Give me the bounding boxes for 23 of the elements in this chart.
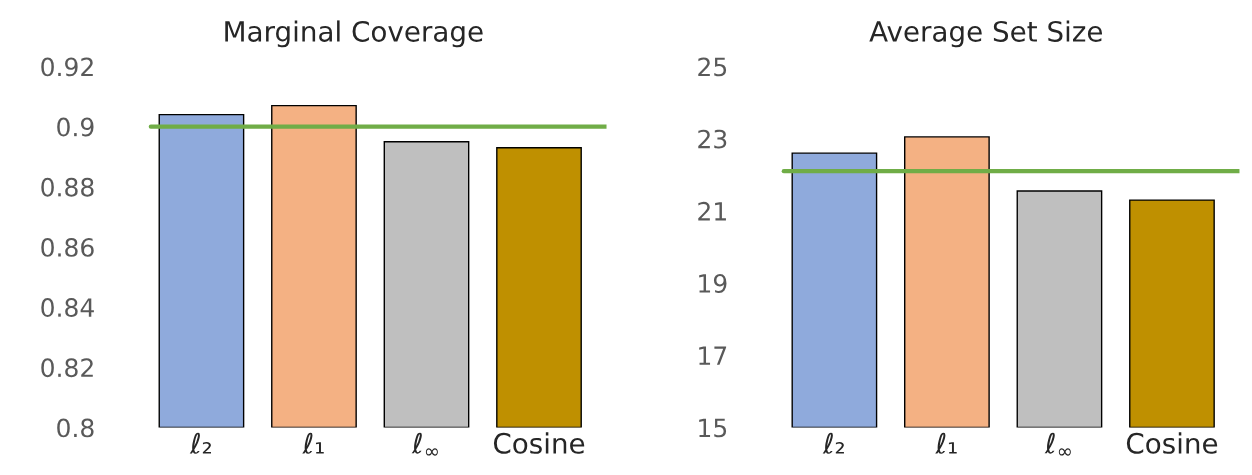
x-tick-label: Cosine	[1126, 432, 1218, 454]
chart-title: Average Set Size	[869, 20, 1102, 48]
x-tick-label: ℓ$_{∞}$	[411, 432, 438, 456]
y-tick-label: 25	[698, 57, 727, 77]
y-tick-label: 21	[698, 201, 726, 221]
y-tick-label: 0.84	[41, 298, 94, 318]
y-tick-label: 23	[698, 129, 727, 149]
chart-title: Marginal Coverage	[225, 20, 483, 48]
y-tick-label: 0.86	[41, 237, 94, 257]
y-tick-label: 0.8	[57, 418, 94, 438]
x-tick-label: ℓ₂	[822, 432, 844, 454]
y-tick-label: 0.9	[57, 117, 94, 137]
x-tick-label: ℓ₂	[189, 432, 211, 454]
y-tick-label: 0.88	[41, 177, 94, 197]
x-tick-label: Cosine	[493, 432, 585, 454]
y-tick-label: 0.82	[41, 358, 93, 378]
y-tick-label: 17	[699, 346, 727, 365]
x-tick-label: ℓ$_{∞}$	[1044, 432, 1071, 456]
y-tick-label: 0.92	[41, 57, 93, 77]
y-tick-label: 19	[699, 274, 727, 293]
x-tick-label: ℓ₁	[302, 432, 324, 454]
x-tick-label: ℓ₁	[935, 432, 957, 454]
y-tick-label: 15	[699, 418, 727, 438]
